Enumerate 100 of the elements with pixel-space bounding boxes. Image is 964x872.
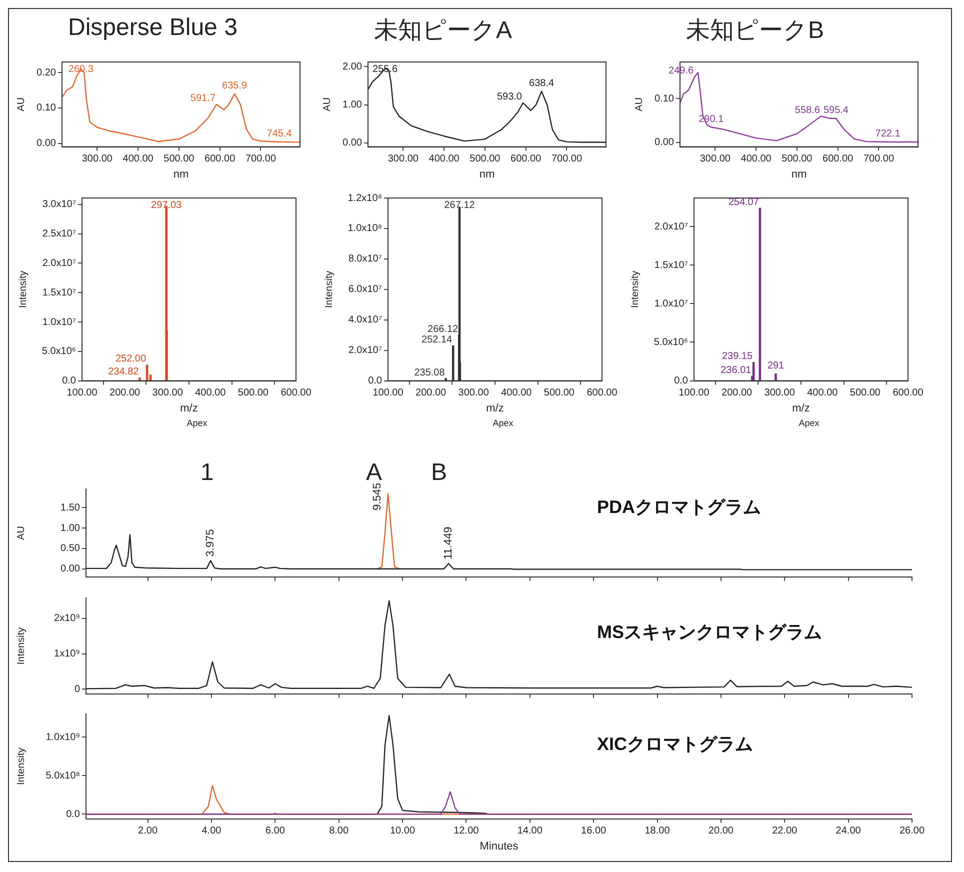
y-tick-label: 1.0x10⁸ bbox=[348, 223, 382, 234]
y-axis-title: AU bbox=[322, 97, 333, 112]
x-tick-label: 400.00 bbox=[501, 388, 532, 399]
x-tick-label: 600.00 bbox=[280, 388, 312, 399]
y-tick-label: 0.20 bbox=[36, 67, 56, 78]
text: B bbox=[430, 459, 448, 487]
annotation: 235.08 bbox=[414, 367, 446, 378]
x-tick-label: 600.00 bbox=[204, 154, 236, 165]
y-tick-label: 2.5x10⁷ bbox=[42, 228, 76, 240]
x-tick-label: 20.00 bbox=[708, 826, 734, 837]
x-tick-label: 300.00 bbox=[388, 154, 419, 165]
y-tick-label: 1.00 bbox=[60, 522, 80, 534]
annotation: 595.4 bbox=[823, 105, 849, 116]
x-tick-label: 500.00 bbox=[850, 388, 881, 399]
annotation: 260.3 bbox=[68, 64, 94, 75]
x-tick-label: 200.00 bbox=[110, 388, 141, 399]
y-tick-label: 1.00 bbox=[342, 100, 362, 111]
y-tick-label: 1x10⁹ bbox=[54, 648, 80, 660]
chart-title: 未知ピークB bbox=[685, 16, 826, 46]
x-tick-label: 100.00 bbox=[66, 388, 98, 399]
x-tick-label: 500.00 bbox=[164, 154, 195, 165]
annotation: 558.6 bbox=[794, 104, 820, 116]
y-tick-label: 1.0x10⁹ bbox=[46, 732, 80, 743]
annotation: 266.12 bbox=[428, 324, 459, 335]
annotation: 297.03 bbox=[151, 200, 182, 211]
y-tick-label: 1.0x10⁷ bbox=[42, 316, 76, 328]
y-tick-label: 0.00 bbox=[36, 138, 56, 150]
y-tick-label: 5.0x10⁶ bbox=[42, 346, 76, 358]
x-tick-label: 700.00 bbox=[551, 154, 582, 165]
y-tick-label: 5.0x10⁶ bbox=[654, 336, 688, 348]
x-tick-label: 400.00 bbox=[122, 154, 154, 165]
y-tick-label: 0.0 bbox=[66, 808, 80, 820]
y-tick-label: 2.00 bbox=[342, 61, 362, 72]
x-tick-label: 500.00 bbox=[238, 388, 269, 399]
x-tick-label: 400.00 bbox=[428, 154, 460, 165]
chart-title: Disperse Blue 3 bbox=[67, 14, 238, 43]
x-axis-title: Minutes bbox=[480, 840, 519, 852]
x-tick-label: 600.00 bbox=[510, 154, 542, 165]
x-tick-label: 22.00 bbox=[772, 826, 798, 837]
y-tick-label: 5.0x10⁸ bbox=[46, 770, 80, 782]
x-tick-label: 24.00 bbox=[836, 826, 862, 837]
annotation: 593.0 bbox=[496, 92, 522, 103]
y-axis-title: Intensity bbox=[324, 270, 335, 308]
x-tick-label: 600.00 bbox=[586, 388, 618, 399]
annotation: 635.9 bbox=[222, 80, 248, 92]
x-tick-label: 200.00 bbox=[416, 388, 447, 399]
x-tick-label: 300.00 bbox=[764, 388, 796, 399]
y-axis-title: AU bbox=[16, 97, 27, 112]
y-tick-label: 0.10 bbox=[36, 102, 56, 114]
text: Apex bbox=[798, 418, 820, 428]
y-tick-label: 4.0x10⁷ bbox=[348, 314, 382, 326]
x-tick-label: 26.00 bbox=[899, 826, 925, 837]
y-tick-label: 0.0 bbox=[62, 376, 76, 387]
annotation: 591.7 bbox=[190, 93, 216, 104]
y-tick-label: 0.00 bbox=[342, 138, 362, 149]
text: 1 bbox=[200, 459, 214, 487]
x-axis-title: m/z bbox=[180, 402, 198, 414]
y-axis-title: Intensity bbox=[18, 270, 29, 308]
annotation: 291 bbox=[767, 360, 785, 372]
y-tick-label: 6.0x10⁷ bbox=[348, 284, 382, 296]
x-tick-label: 100.00 bbox=[678, 388, 710, 399]
y-tick-label: 1.5x10⁷ bbox=[42, 287, 76, 298]
x-tick-label: 400.00 bbox=[740, 154, 772, 165]
x-tick-label: 200.00 bbox=[722, 388, 753, 399]
y-tick-label: 2x10⁹ bbox=[54, 613, 80, 624]
x-tick-label: 14.00 bbox=[517, 826, 543, 837]
text: XICクロマトグラム bbox=[597, 733, 754, 756]
y-tick-label: 3.0x10⁷ bbox=[42, 199, 76, 210]
x-tick-label: 300.00 bbox=[82, 154, 113, 165]
y-tick-label: 1.50 bbox=[60, 502, 80, 514]
x-tick-label: 400.00 bbox=[807, 388, 838, 399]
chart-title: 未知ピークA bbox=[373, 16, 514, 46]
y-tick-label: 0.10 bbox=[654, 93, 674, 104]
y-tick-label: 2.0x10⁷ bbox=[348, 345, 382, 356]
y-axis-title: Intensity bbox=[16, 748, 27, 786]
x-tick-label: 4.00 bbox=[202, 826, 222, 837]
x-axis-title: nm bbox=[479, 168, 495, 180]
y-tick-label: 2.0x10⁷ bbox=[42, 258, 76, 269]
y-axis-title: AU bbox=[16, 526, 27, 540]
y-axis-title: Intensity bbox=[16, 627, 27, 665]
y-tick-label: 0.0 bbox=[674, 376, 688, 387]
x-tick-label: 600.00 bbox=[822, 154, 854, 165]
y-tick-label: 0 bbox=[74, 684, 80, 695]
y-tick-label: 0.00 bbox=[60, 564, 80, 575]
annotation: 722.1 bbox=[875, 128, 901, 140]
y-axis-title: Intensity bbox=[630, 270, 641, 308]
annotation: 252.00 bbox=[115, 354, 146, 365]
x-tick-label: 300.00 bbox=[458, 388, 490, 399]
y-axis-title: AU bbox=[634, 97, 645, 112]
x-tick-label: 8.00 bbox=[329, 826, 349, 837]
text: PDAクロマトグラム bbox=[597, 496, 762, 519]
x-tick-label: 700.00 bbox=[863, 154, 894, 165]
x-tick-label: 400.00 bbox=[195, 388, 226, 399]
x-tick-label: 16.00 bbox=[581, 826, 607, 837]
annotation: 267.12 bbox=[444, 200, 476, 211]
annotation: 11.449 bbox=[442, 526, 455, 560]
x-tick-label: 600.00 bbox=[892, 388, 924, 399]
annotation: 255.6 bbox=[372, 64, 398, 75]
x-tick-label: 500.00 bbox=[470, 154, 501, 165]
y-tick-label: 1.0x10⁷ bbox=[654, 298, 688, 310]
